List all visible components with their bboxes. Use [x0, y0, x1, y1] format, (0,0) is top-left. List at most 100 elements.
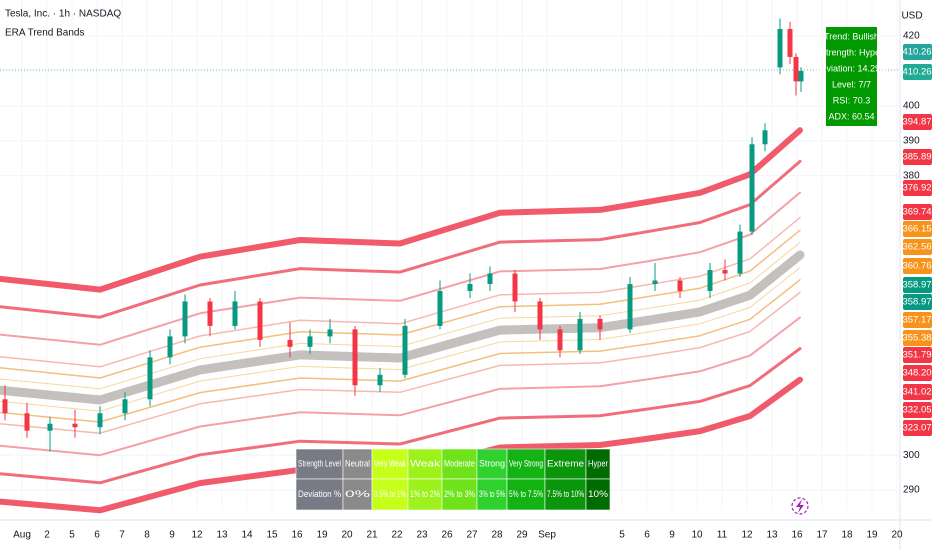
trend-band [0, 229, 801, 379]
price-label: 362.56 [902, 242, 931, 253]
price-label: 394.87 [902, 117, 931, 128]
candle-body [24, 413, 30, 431]
y-tick-label: 300 [903, 450, 920, 461]
table-text: Deviation % [298, 489, 341, 500]
price-label: 358.97 [902, 280, 931, 291]
x-tick-label: 9 [669, 530, 675, 541]
x-tick-label: 13 [766, 530, 778, 541]
x-tick-label: 6 [644, 530, 650, 541]
price-label-box [903, 64, 932, 80]
table-cell [342, 448, 373, 480]
table-text: Weak [410, 459, 440, 470]
candle-body [762, 130, 768, 145]
candle-body [437, 290, 443, 326]
price-label-box [903, 258, 932, 274]
table-text: Moderate [444, 459, 475, 470]
trend-band [0, 216, 801, 368]
x-tick-label: 15 [266, 530, 278, 541]
table-cell [585, 478, 611, 511]
x-tick-label: 10 [691, 530, 703, 541]
price-label-box [903, 277, 932, 293]
price-label: 410.26 [902, 47, 931, 58]
y-tick-label: 420 [903, 31, 920, 42]
indicator-title: ERA Trend Bands [5, 28, 85, 39]
price-label: 323.07 [902, 423, 931, 434]
candle-body [677, 280, 683, 291]
x-tick-label: 12 [191, 530, 203, 541]
candle-body [182, 301, 188, 337]
x-tick-label: 20 [891, 530, 903, 541]
currency: USD [901, 11, 922, 22]
price-label: 348.20 [902, 368, 931, 379]
candle-body [122, 399, 128, 414]
table-cell [441, 478, 478, 511]
price-label-box [903, 44, 932, 60]
info-line: Level: 7/7 [832, 79, 871, 89]
x-tick-label: 8 [144, 530, 150, 541]
x-tick-label: 19 [866, 530, 878, 541]
table-text: Strong [479, 459, 505, 470]
x-tick-label: 22 [391, 530, 403, 541]
table-text: 0% [345, 489, 371, 500]
price-label-box [903, 384, 932, 400]
candle-body [597, 318, 603, 330]
info-line: Deviation: 14.29% [815, 63, 888, 73]
x-tick-label: 2 [44, 530, 50, 541]
candle-body [707, 270, 713, 291]
candle-body [307, 336, 313, 347]
candle-body [147, 357, 153, 400]
x-tick-label: Sep [538, 530, 556, 541]
info-box [826, 27, 877, 126]
price-label-box [903, 347, 932, 363]
y-tick-label: 290 [903, 485, 920, 496]
info-line: Trend: Bullish [824, 31, 879, 41]
table-text: 5% to 7.5% [509, 489, 543, 500]
candle-body [72, 423, 78, 428]
table-text: 2% to 3% [444, 489, 475, 500]
symbol-title: Tesla, Inc. · 1h · NASDAQ [5, 9, 121, 20]
price-label: 355.38 [902, 333, 931, 344]
info-line: Strength: Hyper [820, 47, 883, 57]
table-text: 7.5% to 10% [547, 489, 584, 500]
x-tick-label: 19 [316, 530, 328, 541]
candle-body [512, 273, 518, 302]
price-label-box [903, 204, 932, 220]
trend-band [0, 241, 801, 390]
price-label: 369.74 [902, 207, 931, 218]
table-text: Strength Level [298, 459, 341, 470]
table-text: Extreme [547, 459, 584, 470]
info-line: ADX: 60.54 [828, 111, 874, 121]
price-label: 351.79 [902, 350, 931, 361]
candle-body [537, 301, 543, 330]
candle-body [627, 283, 633, 330]
candle-body [577, 318, 583, 351]
price-label: 410.26 [902, 67, 931, 78]
x-tick-label: 9 [169, 530, 175, 541]
candle-body [749, 144, 755, 232]
x-tick-label: 6 [94, 530, 100, 541]
table-cell [342, 478, 373, 511]
table-cell [476, 448, 508, 480]
table-text: Very Strong [509, 459, 543, 470]
price-label-box [903, 294, 932, 310]
table-text: 3% to 5% [479, 489, 505, 500]
table-cell [544, 478, 587, 511]
table-cell [407, 478, 443, 511]
candle-body [737, 231, 743, 274]
table-text: Hyper [588, 459, 608, 470]
info-line: RSI: 70.3 [833, 95, 871, 105]
candle-body [287, 339, 293, 347]
grid [0, 35, 900, 491]
table-cell [506, 478, 546, 511]
x-tick-label: 5 [69, 530, 75, 541]
price-label: 357.17 [902, 315, 931, 326]
price-label-box [903, 114, 932, 130]
candle-body [232, 301, 238, 326]
x-tick-label: 13 [216, 530, 228, 541]
x-tick-label: 21 [366, 530, 378, 541]
x-tick-label: 26 [441, 530, 453, 541]
price-label: 366.15 [902, 224, 931, 235]
candle-body [327, 329, 333, 337]
price-label-box [903, 402, 932, 418]
